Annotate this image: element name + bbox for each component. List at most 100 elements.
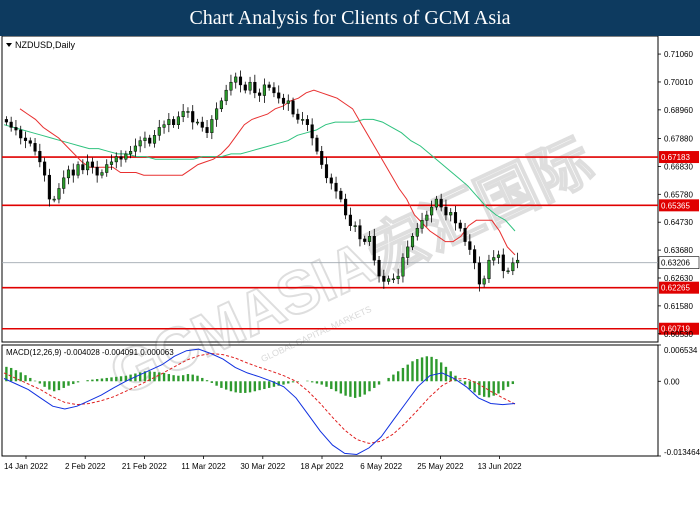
candle-body bbox=[195, 121, 200, 124]
candle-body bbox=[410, 236, 415, 248]
candle-body bbox=[310, 124, 314, 139]
level-price-tag bbox=[659, 199, 699, 212]
macd-panel-frame bbox=[1, 344, 659, 457]
level-price-label: 0.60719 bbox=[661, 325, 690, 334]
candle-body bbox=[482, 278, 486, 285]
candle-body bbox=[406, 246, 410, 258]
current-price-tag bbox=[658, 256, 700, 269]
macd-y-tick-label: 0.00 bbox=[664, 377, 680, 386]
y-tick-label: 0.64730 bbox=[664, 218, 693, 227]
y-tick-label: 0.65780 bbox=[664, 190, 693, 199]
candle-body bbox=[492, 257, 496, 261]
level-price-label: 0.67183 bbox=[661, 153, 690, 162]
candle-body bbox=[95, 166, 99, 176]
candle-body bbox=[109, 161, 114, 165]
candle-body bbox=[129, 151, 133, 155]
candle-body bbox=[224, 89, 228, 102]
candle-body bbox=[286, 100, 290, 104]
x-tick-label: 14 Jan 2022 bbox=[4, 462, 49, 471]
candle-body bbox=[463, 228, 467, 242]
candle-body bbox=[4, 119, 8, 123]
macd-y-tick-label: -0.013464 bbox=[664, 448, 700, 457]
ma-green-line bbox=[3, 118, 516, 232]
candle-body bbox=[267, 84, 271, 88]
level-price-label: 0.62265 bbox=[661, 284, 690, 293]
macd-layer bbox=[3, 348, 516, 456]
candle-body bbox=[9, 121, 13, 128]
candle-body bbox=[449, 212, 453, 216]
y-tick-label: 0.70010 bbox=[664, 78, 693, 87]
macd-label: MACD(12,26,9) -0.004028 -0.004091 0.0000… bbox=[6, 348, 174, 357]
candle-body bbox=[453, 212, 458, 224]
candle-body bbox=[100, 172, 104, 176]
candle-body bbox=[262, 84, 266, 96]
candle-body bbox=[90, 161, 94, 168]
y-tick-label: 0.66830 bbox=[664, 162, 693, 171]
level-price-tag bbox=[659, 151, 699, 164]
candle-body bbox=[138, 140, 142, 147]
candle-body bbox=[167, 119, 171, 125]
macd-signal-line bbox=[3, 352, 516, 444]
level-price-tag bbox=[659, 281, 699, 294]
candle-body bbox=[363, 238, 367, 242]
candle-body bbox=[81, 164, 85, 171]
candle-body bbox=[391, 278, 395, 281]
candle-body bbox=[215, 108, 219, 120]
candle-body bbox=[334, 182, 338, 192]
x-tick-label: 11 Mar 2022 bbox=[181, 462, 226, 471]
candle-body bbox=[430, 206, 434, 216]
candle-body bbox=[205, 127, 209, 133]
candle-body bbox=[186, 111, 190, 113]
x-tick-label: 18 Apr 2022 bbox=[300, 462, 344, 471]
candle-body bbox=[458, 222, 462, 229]
candle-body bbox=[114, 156, 118, 163]
candle-body bbox=[253, 81, 257, 94]
candle-body bbox=[200, 121, 204, 128]
candle-body bbox=[86, 161, 90, 171]
x-tick-label: 21 Feb 2022 bbox=[122, 462, 167, 471]
price-layer bbox=[2, 70, 658, 330]
candle-body bbox=[305, 119, 309, 125]
page-title: Chart Analysis for Clients of GCM Asia bbox=[0, 0, 700, 36]
y-tick-label: 0.67880 bbox=[664, 135, 693, 144]
x-tick-label: 13 Jun 2022 bbox=[478, 462, 523, 471]
candle-body bbox=[57, 188, 61, 200]
candle-body bbox=[477, 262, 481, 285]
candle-body bbox=[339, 190, 343, 200]
candle-body bbox=[191, 111, 195, 123]
x-tick-label: 6 May 2022 bbox=[360, 462, 402, 471]
candle-body bbox=[348, 214, 352, 226]
candle-body bbox=[181, 111, 185, 117]
candle-body bbox=[76, 164, 80, 176]
candle-body bbox=[229, 81, 233, 91]
level-price-label: 0.65365 bbox=[661, 201, 690, 210]
candle-body bbox=[353, 225, 357, 227]
y-tick-label: 0.71060 bbox=[664, 50, 693, 59]
chart-svg: GCMASIA宏汇国际 GLOBAL CAPITAL MARKETS NZDUS… bbox=[1, 35, 700, 471]
symbol-label-group: NZDUSD,Daily bbox=[6, 40, 76, 50]
price-panel-frame bbox=[1, 35, 659, 343]
candle-body bbox=[28, 140, 32, 144]
candle-body bbox=[33, 143, 37, 152]
chevron-down-icon[interactable] bbox=[6, 43, 12, 47]
macd-y-tick-label: 0.006534 bbox=[664, 346, 698, 355]
candle-body bbox=[487, 259, 491, 280]
candle-body bbox=[148, 137, 152, 144]
candle-body bbox=[238, 76, 243, 86]
candle-body bbox=[382, 275, 386, 282]
candle-body bbox=[387, 278, 391, 282]
y-tick-label: 0.62630 bbox=[664, 274, 693, 283]
candle-body bbox=[66, 169, 71, 179]
candle-body bbox=[324, 164, 329, 179]
level-price-tag bbox=[659, 322, 699, 335]
candle-body bbox=[272, 87, 276, 94]
candle-body bbox=[372, 236, 376, 261]
candle-body bbox=[119, 156, 123, 160]
candle-body bbox=[43, 161, 47, 176]
candle-body bbox=[277, 92, 281, 99]
candle-body bbox=[473, 249, 477, 264]
candle-body bbox=[468, 241, 472, 250]
candle-body bbox=[38, 151, 42, 163]
candle-body bbox=[329, 177, 333, 184]
candle-body bbox=[248, 81, 252, 91]
